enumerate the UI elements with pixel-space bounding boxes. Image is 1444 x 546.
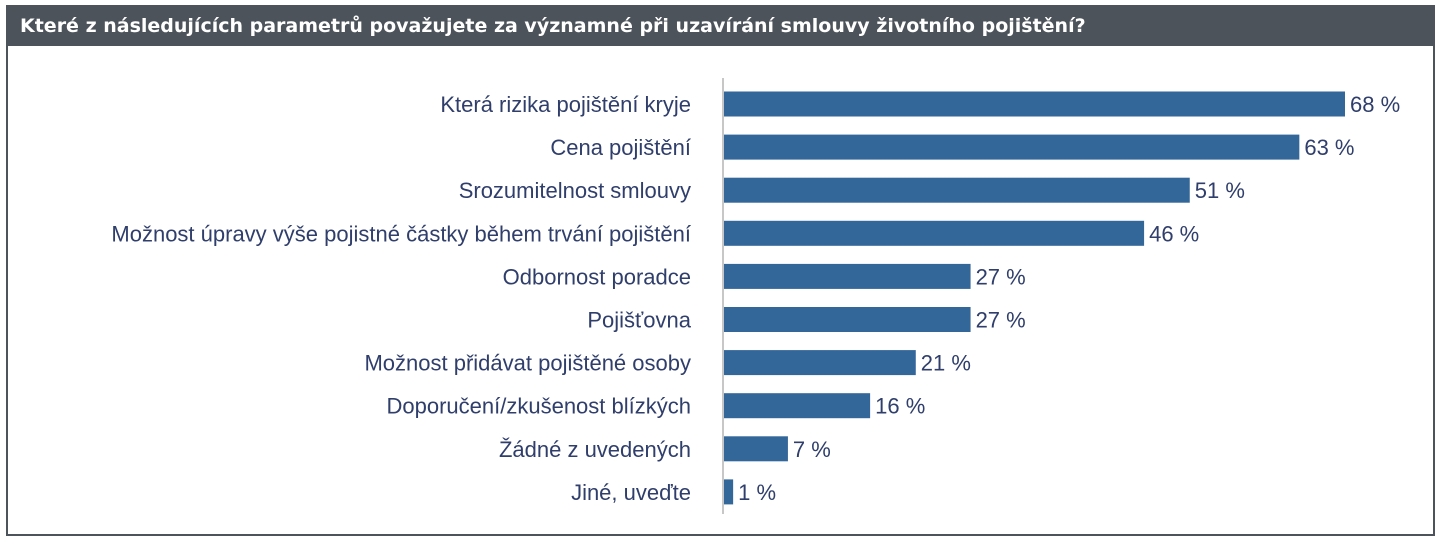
category-label: Možnost přidávat pojištěné osoby [364,351,691,376]
value-label: 1 % [738,480,776,505]
value-label: 68 % [1350,92,1400,117]
bar [724,350,916,376]
value-label: 16 % [875,394,925,419]
bar [724,91,1345,117]
bar [724,436,788,462]
value-label: 46 % [1149,221,1199,246]
bar [724,134,1300,160]
bar [724,177,1190,203]
bar [724,263,971,289]
value-label: 63 % [1304,135,1354,160]
category-label: Pojišťovna [587,308,691,333]
chart-title: Které z následujících parametrů považuje… [8,7,1433,46]
bar [724,479,734,505]
category-label: Jiné, uveďte [571,480,691,505]
category-label: Která rizika pojištění kryje [440,92,691,117]
value-label: 21 % [921,351,971,376]
value-label: 51 % [1195,178,1245,203]
bar [724,393,871,419]
bar [724,307,971,332]
value-label: 27 % [976,308,1026,333]
value-label: 7 % [793,437,831,462]
bar [724,220,1145,246]
category-label: Srozumitelnost smlouvy [459,178,691,203]
category-label: Odbornost poradce [503,264,691,289]
category-label: Možnost úpravy výše pojistné částky běhe… [111,221,691,246]
category-label: Doporučení/zkušenost blízkých [387,394,692,419]
category-label: Žádné z uvedených [499,437,691,462]
category-label: Cena pojištění [550,135,691,160]
value-label: 27 % [976,264,1026,289]
